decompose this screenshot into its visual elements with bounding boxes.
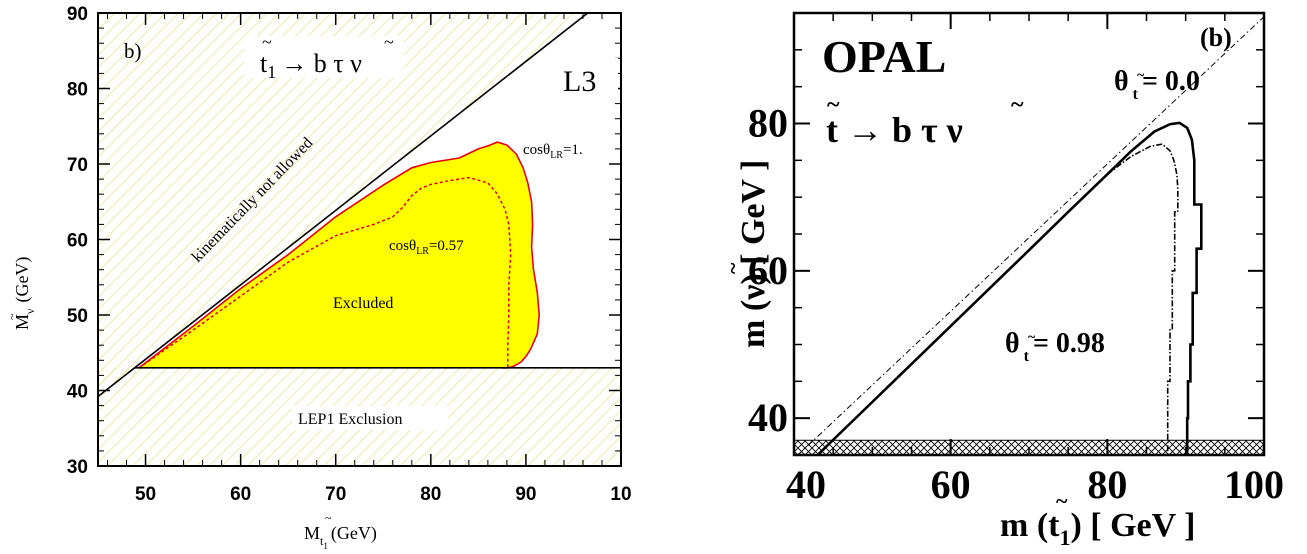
y-tick-label: 60 [748,248,788,293]
y-tick-label: 40 [67,382,88,403]
l3-y-axis-label: Mν(GeV) [12,257,37,330]
opal-y-axis-label: m (ν) [ GeV ] [735,160,772,348]
contour-theta-0 [816,121,1203,455]
l3-x-axis-tilde-icon: ~ [325,511,332,525]
l3-x-axis-label: Mt1(GeV) [304,523,377,551]
x-tick-label: 80 [420,484,441,505]
l3-y-axis-tilde-icon: ~ [5,313,19,320]
theta098-annotation: θ t = 0.98 [1005,328,1105,365]
l3-panel-label: b) [124,39,142,63]
l3-exclusion-chart: 50 60 70 80 90 10 30 40 50 60 70 80 90 b) t1 → b τ ν… [5,4,632,551]
y-tick-label: 90 [67,4,88,25]
l3-experiment-label-bg [556,58,618,100]
opal-x-axis-tilde-icon: ~ [1056,488,1068,513]
lep1-annotation: LEP1 Exclusion [298,411,402,428]
cos057-annotation: cosθLR=0.57 [389,238,464,257]
l3-process-label: t1 → b τ ν ~ ~ [260,32,394,82]
l3-x-tick-labels: 50 60 70 80 90 10 [135,484,632,505]
opal-panel-label: (b) [1200,23,1232,52]
x-tick-label: 90 [515,484,536,505]
contour-cos-1 [138,141,541,369]
y-tick-label: 50 [67,306,88,327]
y-tick-label: 60 [67,231,88,252]
opal-process-label: t → b τ ν [826,110,963,150]
x-tick-label: 100 [1224,462,1284,507]
excluded-annotation: Excluded [333,295,393,312]
x-tick-label: 50 [135,484,156,505]
opal-experiment-label: OPAL [822,31,946,82]
x-tick-label: 10 [610,484,631,505]
process-stop-sub: 1 [267,62,276,82]
opal-y-tick-labels: 40 60 80 [748,101,788,441]
l3-y-tick-labels: 30 40 50 60 70 80 90 [67,4,88,478]
opal-tilde-sneutrino-icon: ~ [1011,92,1024,118]
kinematic-limit-line [797,16,1264,455]
cos1-annotation: cosθLR=1. [523,142,583,161]
theta00-annotation: θ t = 0.0 [1114,66,1200,103]
opal-x-tick-labels: 40 60 80 100 [786,462,1284,507]
tilde-sneutrino-icon: ~ [384,32,394,52]
tilde-stop-icon: ~ [262,32,272,52]
x-tick-label: 60 [230,484,251,505]
l3-process-label-bg [244,36,404,78]
process-stop: t [260,49,268,78]
lep1-annotation-bg [292,406,448,430]
y-tick-label: 40 [748,395,788,440]
l3-ticks [98,12,622,467]
process-decay: → b τ ν [281,49,362,78]
theta00-tilde-icon: ~ [1137,68,1145,83]
svg-text:t1→ b τ ν: t1 → b τ ν [260,49,362,82]
y-tick-label: 30 [67,457,88,478]
x-tick-label: 70 [325,484,346,505]
opal-ticks [793,13,1265,456]
x-tick-label: 80 [1087,462,1127,507]
theta098-tilde-icon: ~ [1028,330,1036,345]
x-tick-label: 60 [931,462,971,507]
excluded-region-fill [138,142,540,368]
contour-cos-057 [138,176,512,369]
kinematic-limit-line [98,13,589,398]
opal-tilde-stop-icon: ~ [827,92,840,118]
l3-experiment-label: L3 [563,65,596,98]
y-tick-label: 80 [67,80,88,101]
y-tick-label: 70 [67,155,88,176]
x-tick-label: 40 [786,462,826,507]
opal-x-axis-label: m (t1) [ GeV ] [1000,507,1195,550]
y-tick-label: 80 [748,101,788,146]
contour-theta-098 [1106,143,1179,455]
opal-y-axis-tilde-icon: ~ [720,262,745,274]
